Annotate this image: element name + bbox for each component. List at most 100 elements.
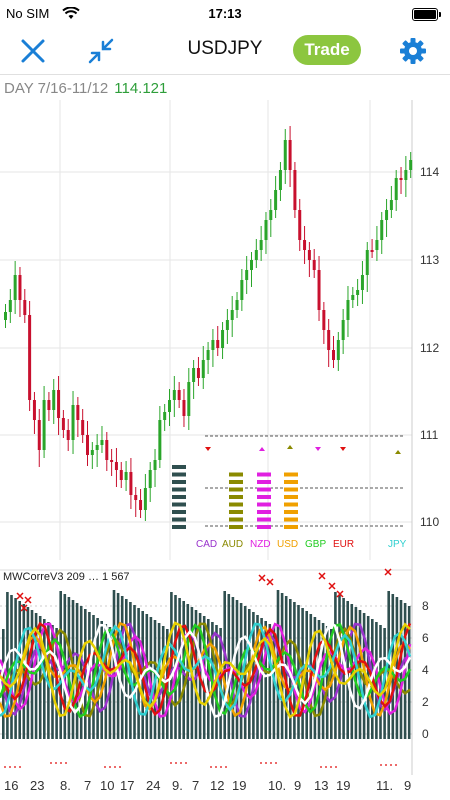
candle-body <box>81 420 85 435</box>
time-tick-label: 11. <box>376 778 394 793</box>
collapse-arrows-icon[interactable] <box>86 36 116 66</box>
indicator-tick-label: 2 <box>422 695 429 709</box>
candle-body <box>201 360 205 378</box>
indicator-histogram-bar <box>223 591 226 739</box>
price-tick-label: 111 <box>420 428 439 442</box>
strength-bar <box>229 495 243 499</box>
candle-body <box>86 435 89 455</box>
currency-strength-line <box>0 621 412 717</box>
strength-bar <box>172 502 186 507</box>
time-tick-label: 12 <box>210 778 225 793</box>
candle-body <box>13 275 17 300</box>
time-tick-label: 8. <box>60 778 71 793</box>
candle-body <box>254 250 258 260</box>
battery-icon <box>412 8 441 21</box>
currency-strength-line <box>0 623 412 719</box>
candle-body <box>32 400 36 420</box>
price-chart[interactable]: 114 113 112 111 110 8 6 4 2 0 <box>0 100 450 775</box>
candle-body <box>322 310 326 330</box>
strength-bar <box>229 480 243 484</box>
trade-button[interactable]: Trade <box>293 35 361 65</box>
strength-bar <box>172 465 186 469</box>
candle-body <box>240 280 244 300</box>
legend-eur: EUR <box>333 539 355 550</box>
price-tick-label: 113 <box>420 253 439 267</box>
candle-body <box>187 382 191 416</box>
candle-body <box>230 310 234 320</box>
close-icon[interactable] <box>18 36 48 66</box>
carrier-label: No SIM <box>6 6 50 21</box>
strength-bar <box>257 480 271 484</box>
strength-bar <box>172 487 186 492</box>
strength-bar <box>284 480 298 484</box>
candle-body <box>341 320 345 340</box>
signal-x-marker <box>318 572 326 580</box>
candle-body <box>264 220 268 240</box>
candle-body <box>4 312 7 320</box>
candle-body <box>409 160 413 170</box>
strength-bar <box>257 525 271 529</box>
indicator-label: MWCorreV3 209 … 1 567 <box>3 571 130 583</box>
candle-body <box>269 210 273 220</box>
price-tick-label: 110 <box>420 515 439 529</box>
legend-usd: USD <box>277 539 299 550</box>
indicator-histogram-bar <box>268 624 272 739</box>
candle-body <box>47 400 51 410</box>
signal-triangle <box>315 447 321 451</box>
gear-icon[interactable] <box>398 36 428 66</box>
indicator-histogram-bar <box>84 609 87 739</box>
indicator-histogram-bar <box>149 617 153 739</box>
indicator-histogram-bar <box>379 625 382 739</box>
candle-body <box>124 472 128 480</box>
candle-body <box>288 140 292 170</box>
strength-bar <box>172 480 186 484</box>
signal-triangle <box>340 447 346 451</box>
time-tick-label: 13 <box>314 778 329 793</box>
candle-body <box>110 460 114 462</box>
indicator-histogram-bar <box>239 603 243 739</box>
indicator-histogram-bar <box>100 621 103 739</box>
candle-body <box>37 420 41 450</box>
strength-bar <box>172 472 186 477</box>
candle-body <box>360 275 364 290</box>
signal-x-marker <box>24 596 32 604</box>
strength-bar <box>257 495 271 499</box>
strength-bar <box>284 472 298 477</box>
candle-body <box>317 270 321 310</box>
indicator-tick-label: 8 <box>422 599 429 613</box>
candle-body <box>245 270 249 280</box>
candle-body <box>221 330 225 348</box>
last-price: 114.121 <box>114 80 168 97</box>
signal-x-marker <box>384 568 392 576</box>
price-tick-label: 114 <box>420 165 439 179</box>
candle-body <box>163 412 167 420</box>
candle-body <box>389 200 393 210</box>
indicator-panel <box>0 568 412 768</box>
candle-body <box>394 178 398 200</box>
signal-triangle <box>259 447 265 451</box>
candle-body <box>28 315 32 400</box>
strength-bar <box>172 517 186 522</box>
indicator-histogram-bar <box>38 616 42 739</box>
candle-body <box>192 368 196 382</box>
candle-body <box>23 300 27 315</box>
candle-body <box>61 418 65 430</box>
time-tick-label: 17 <box>120 778 135 793</box>
candle-body <box>196 368 200 378</box>
time-tick-label: 19 <box>336 778 351 793</box>
candle-body <box>182 400 186 416</box>
strength-bar <box>172 510 186 514</box>
indicator-tick-label: 4 <box>422 663 429 677</box>
candle-body <box>148 470 152 488</box>
status-bar: No SIM 17:13 <box>0 0 450 28</box>
candle-body <box>303 240 307 250</box>
strength-bar <box>229 517 243 522</box>
indicator-tick-label: 6 <box>422 631 429 645</box>
candle-body <box>114 462 118 470</box>
legend-cad: CAD <box>196 539 218 550</box>
strength-bar <box>257 487 271 492</box>
candle-body <box>211 340 215 350</box>
time-tick-label: 24 <box>146 778 161 793</box>
candle-body <box>71 405 75 440</box>
indicator-histogram-bar <box>182 601 185 739</box>
